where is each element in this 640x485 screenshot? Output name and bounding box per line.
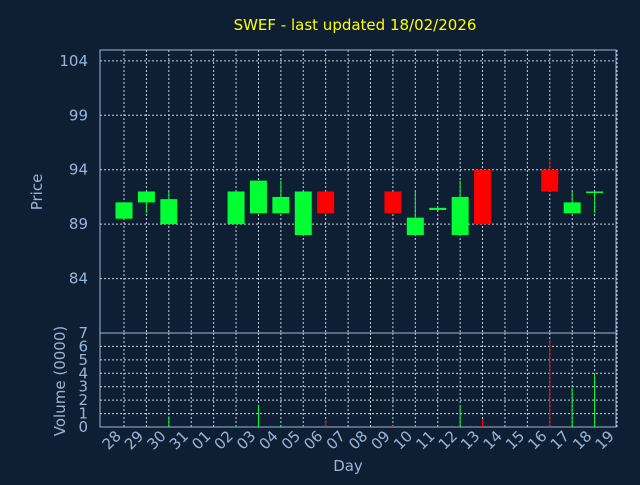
candle-body xyxy=(406,217,424,236)
price-frame xyxy=(99,49,617,334)
x-tick-label: 19 xyxy=(592,427,618,453)
volume-frame xyxy=(99,332,617,428)
volume-tick-label: 1 xyxy=(78,405,88,423)
candle-body xyxy=(429,207,447,211)
candle-body xyxy=(137,191,155,203)
price-tick-label: 94 xyxy=(69,161,88,179)
volume-tick-label: 2 xyxy=(78,391,88,409)
price-tick-label: 84 xyxy=(69,270,88,288)
price-panel: 104 99 94 89 84 xyxy=(59,49,618,334)
candle-body xyxy=(541,169,559,192)
candle-body xyxy=(384,191,402,214)
candle-body xyxy=(272,196,290,214)
volume-tick-label: 4 xyxy=(78,364,88,382)
candle-body xyxy=(586,191,604,193)
candle-body xyxy=(451,196,469,236)
price-tick-labels: 104 99 94 89 84 xyxy=(59,52,88,288)
chart-title: SWEF - last updated 18/02/2026 xyxy=(234,16,477,34)
price-grid xyxy=(100,50,618,333)
x-axis-label: Day xyxy=(333,457,363,475)
candle-body xyxy=(160,199,178,225)
price-tick-label: 99 xyxy=(69,106,88,124)
volume-tick-label: 3 xyxy=(78,378,88,396)
candle-body xyxy=(294,191,312,236)
candles xyxy=(115,158,604,236)
volume-grid xyxy=(100,333,618,427)
price-axis-label: Price xyxy=(28,174,46,211)
price-tick-label: 89 xyxy=(69,215,88,233)
candle-body xyxy=(249,180,267,214)
volume-tick-label: 5 xyxy=(78,351,88,369)
price-tick-label: 104 xyxy=(59,52,88,70)
candle-body xyxy=(115,202,133,219)
x-tick-labels: 2829303101020304050607080910111213141516… xyxy=(99,427,618,453)
candle-body xyxy=(317,191,335,214)
volume-tick-label: 0 xyxy=(78,418,88,436)
candle-body xyxy=(227,191,245,225)
candle-body xyxy=(563,202,581,214)
candle-body xyxy=(474,169,492,225)
volume-tick-label: 6 xyxy=(78,337,88,355)
volume-tick-label: 7 xyxy=(78,324,88,342)
volume-bars xyxy=(168,339,596,427)
volume-axis-label: Volume (0000) xyxy=(51,326,69,436)
